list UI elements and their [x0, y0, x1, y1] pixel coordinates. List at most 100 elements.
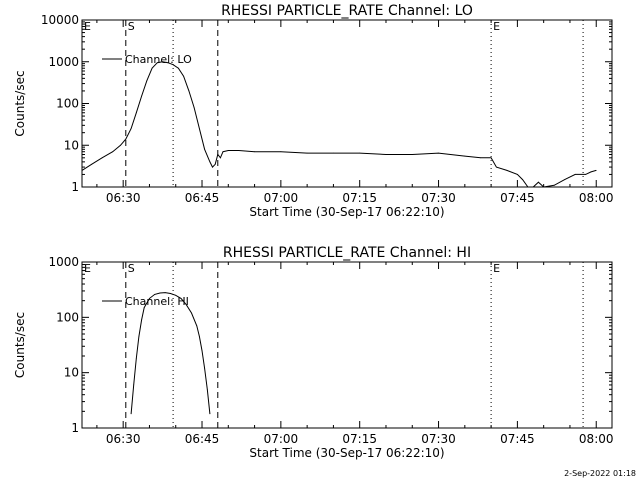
data-point — [490, 157, 492, 159]
data-point — [527, 186, 529, 188]
data-point — [280, 151, 282, 153]
x-tick-label: 06:30 — [106, 191, 141, 205]
data-point — [172, 64, 174, 66]
data-point — [133, 384, 135, 386]
data-point — [543, 186, 545, 188]
time-marker-label: E — [493, 262, 500, 275]
data-point — [227, 150, 229, 151]
data-point — [91, 163, 92, 165]
data-point — [193, 107, 195, 108]
data-point — [359, 152, 361, 154]
data-point — [141, 95, 143, 97]
data-point — [564, 179, 566, 181]
data-point — [141, 319, 143, 321]
y-tick-label: 1 — [71, 421, 79, 435]
data-point — [438, 152, 439, 154]
data-point — [538, 181, 539, 183]
data-point — [217, 154, 219, 155]
x-tick-label: 07:30 — [421, 191, 456, 205]
x-tick-label: 06:30 — [106, 432, 141, 446]
data-point — [146, 80, 148, 82]
x-tick-label: 07:00 — [264, 432, 299, 446]
x-tick-label: 08:00 — [579, 191, 614, 205]
time-marker-label: E — [84, 20, 91, 33]
data-point — [130, 128, 132, 130]
x-tick-label: 07:45 — [500, 191, 535, 205]
data-point — [130, 413, 132, 415]
data-point — [220, 157, 221, 159]
data-point — [209, 161, 211, 163]
data-point — [135, 112, 137, 114]
data-point — [222, 151, 224, 153]
data-point — [464, 155, 466, 157]
y-tick-label: 1000 — [48, 55, 79, 69]
data-point — [185, 304, 187, 305]
data-point — [585, 174, 587, 175]
data-point — [199, 128, 200, 130]
x-tick-label: 07:00 — [264, 191, 299, 205]
y-tick-label: 1 — [71, 180, 79, 194]
x-tick-label: 07:15 — [342, 191, 377, 205]
data-point — [167, 62, 169, 64]
data-point — [254, 151, 256, 153]
data-point — [112, 151, 114, 153]
data-point — [517, 174, 518, 175]
data-point — [214, 163, 216, 165]
data-point — [306, 152, 308, 154]
data-point — [506, 170, 508, 171]
data-point — [170, 293, 171, 294]
data-point — [238, 150, 240, 151]
data-point — [175, 294, 177, 296]
data-point — [201, 350, 203, 351]
legend-label: Channel: HI — [125, 295, 189, 308]
data-point — [81, 170, 83, 171]
chart-title: RHESSI PARTICLE_RATE Channel: HI — [223, 245, 471, 261]
data-point — [209, 413, 211, 415]
panel-hi: RHESSI PARTICLE_RATE Channel: HI 1 10 100 10… — [13, 245, 614, 460]
data-point — [411, 154, 413, 155]
data-point — [204, 367, 206, 369]
time-marker-label: S — [128, 20, 135, 33]
data-point — [191, 312, 192, 314]
x-tick-label: 08:00 — [579, 432, 614, 446]
data-point — [553, 184, 555, 186]
data-point — [532, 186, 534, 188]
data-point — [496, 166, 497, 168]
data-point — [199, 336, 200, 337]
time-marker-label: S — [128, 262, 135, 275]
data-point — [183, 75, 185, 77]
data-point — [138, 336, 140, 337]
data-point — [101, 157, 103, 159]
data-point — [154, 294, 156, 295]
plot-frame — [81, 261, 613, 429]
x-axis-label: Start Time (30-Sep-17 06:22:10) — [249, 446, 444, 460]
data-point — [164, 292, 166, 293]
y-tick-label: 10000 — [41, 13, 79, 27]
legend-label: Channel: LO — [125, 53, 192, 66]
x-tick-label: 06:45 — [185, 432, 220, 446]
data-point — [522, 179, 523, 181]
data-point — [590, 171, 592, 173]
time-marker-label: E — [493, 20, 500, 33]
data-point — [135, 358, 137, 359]
x-tick-label: 07:15 — [342, 432, 377, 446]
panel-lo: RHESSI PARTICLE_RATE Channel: LO 1 10 100 10… — [13, 3, 614, 219]
y-tick-label: 10 — [64, 366, 79, 380]
y-tick-label: 1000 — [48, 255, 79, 269]
data-point — [206, 388, 208, 390]
data-point — [196, 325, 198, 327]
y-tick-label: 10 — [64, 138, 79, 152]
data-point — [159, 292, 161, 294]
y-tick-label: 100 — [56, 310, 79, 324]
data-point — [385, 154, 387, 155]
date-stamp: 2-Sep-2022 01:18 — [564, 469, 636, 478]
data-point — [180, 298, 182, 299]
series-line — [81, 61, 597, 188]
y-axis-label: Counts/sec — [13, 312, 27, 378]
data-point — [188, 90, 190, 92]
data-point — [212, 166, 213, 168]
data-point — [143, 307, 145, 308]
x-tick-label: 07:30 — [421, 432, 456, 446]
data-point — [156, 62, 158, 64]
